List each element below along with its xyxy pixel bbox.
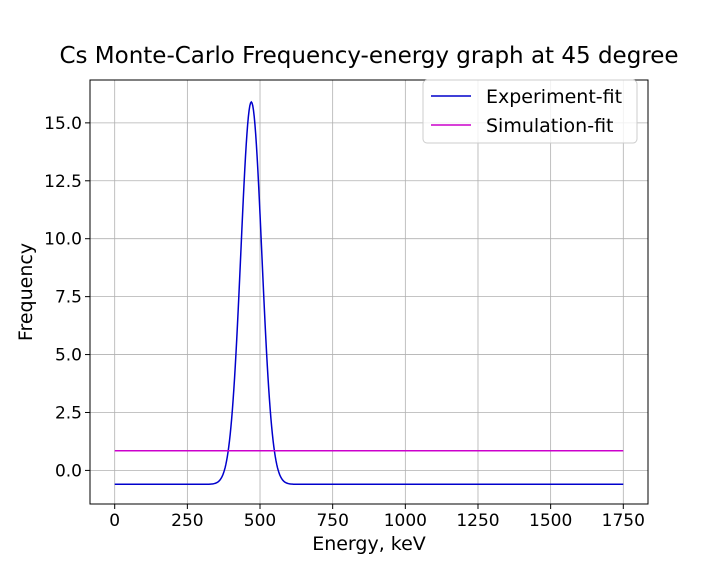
x-tick-label: 1500 (529, 511, 572, 531)
y-tick-label: 7.5 (55, 288, 82, 308)
x-tick-label: 1000 (384, 511, 427, 531)
legend-label-experiment-fit: Experiment-fit (486, 86, 622, 108)
y-tick-label: 2.5 (55, 403, 82, 423)
x-tick-label: 1750 (602, 511, 645, 531)
y-tick-label: 15.0 (44, 114, 82, 134)
y-axis: 0.0 2.5 5.0 7.5 10.0 12.5 15.0 (44, 114, 90, 481)
x-tick-label: 250 (171, 511, 203, 531)
x-tick-label: 500 (244, 511, 276, 531)
legend-box (422, 79, 638, 144)
y-tick-label: 0.0 (55, 461, 82, 481)
x-tick-label: 0 (109, 511, 120, 531)
y-axis-label: Frequency (15, 243, 37, 341)
x-tick-label: 750 (316, 511, 348, 531)
y-tick-label: 12.5 (44, 172, 82, 192)
series-layer (114, 100, 624, 486)
legend-label-simulation-fit: Simulation-fit (486, 115, 613, 137)
x-axis: 0 250 500 750 1000 1250 1500 1750 (109, 504, 645, 531)
series-line-experiment-fit (114, 100, 624, 486)
plot-frame (89, 79, 649, 505)
legend: Experiment-fit Simulation-fit (422, 79, 638, 144)
chart-title: Cs Monte-Carlo Frequency-energy graph at… (59, 43, 678, 69)
x-axis-label: Energy, keV (312, 533, 426, 555)
grid (90, 80, 648, 504)
x-tick-label: 1250 (456, 511, 499, 531)
y-tick-label: 10.0 (44, 230, 82, 250)
y-tick-label: 5.0 (55, 346, 82, 366)
